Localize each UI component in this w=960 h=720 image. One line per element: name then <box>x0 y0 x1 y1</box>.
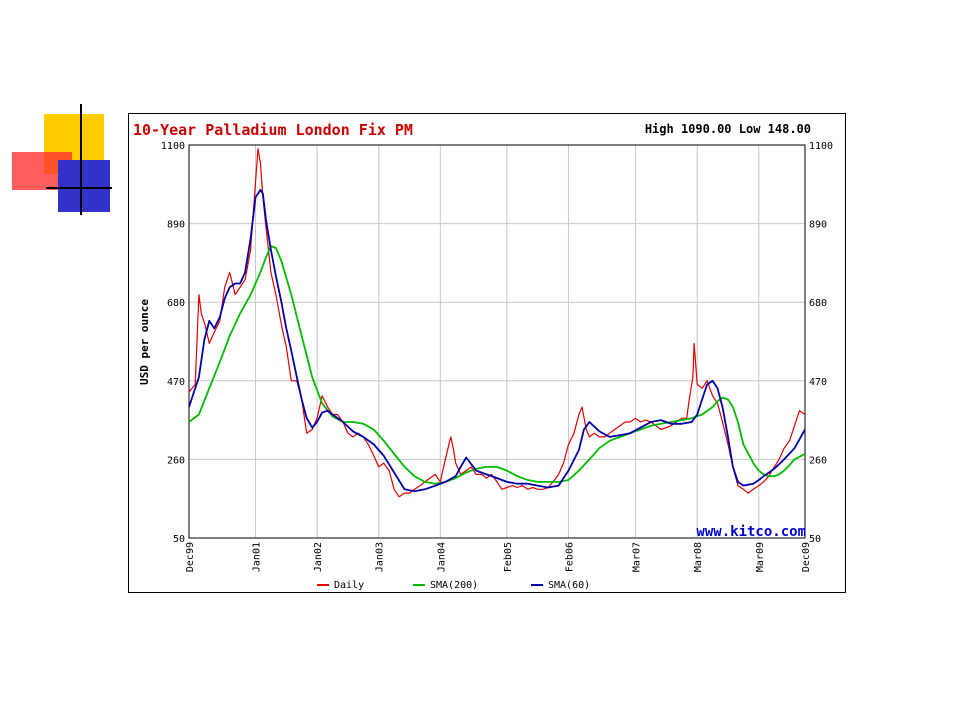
x-tick-label: Dec09 <box>801 542 812 572</box>
palladium-chart: 10-Year Palladium London Fix PM High 109… <box>133 121 833 591</box>
y-tick-label-right: 1100 <box>809 141 833 152</box>
x-tick-label: Feb06 <box>564 542 575 572</box>
deco-blue-square <box>58 160 110 212</box>
y-tick-label-left: 470 <box>167 377 185 388</box>
series-line-sma-200 <box>188 245 806 485</box>
x-tick-label: Mar08 <box>693 542 704 572</box>
legend-label: SMA(200) <box>430 580 478 591</box>
chart-legend: Daily SMA(200) SMA(60) <box>317 580 590 591</box>
kitco-watermark[interactable]: www.kitco.com <box>696 524 806 540</box>
y-tick-label-right: 890 <box>809 220 827 231</box>
series-line-daily <box>188 148 806 498</box>
y-tick-label-left: 680 <box>167 298 185 309</box>
x-tick-label: Jan03 <box>375 542 386 572</box>
y-tick-label-right: 260 <box>809 455 827 466</box>
legend-label: Daily <box>334 580 364 591</box>
x-tick-label: Jan04 <box>436 542 447 572</box>
y-axis-label: USD per ounce <box>138 299 151 385</box>
y-tick-label-right: 50 <box>809 534 821 545</box>
series-line-sma-60 <box>188 189 806 493</box>
x-tick-label: Jan01 <box>252 542 263 572</box>
plot-area-border <box>188 144 806 539</box>
x-tick-label: Mar07 <box>632 542 643 572</box>
y-tick-label-right: 470 <box>809 377 827 388</box>
x-tick-label: Feb05 <box>503 542 514 572</box>
y-tick-label-left: 260 <box>167 455 185 466</box>
high-low-label: High 1090.00 Low 148.00 <box>645 122 811 136</box>
y-tick-label-right: 680 <box>809 298 827 309</box>
y-tick-label-left: 50 <box>173 534 185 545</box>
x-tick-label: Dec99 <box>185 542 196 572</box>
chart-frame: 10-Year Palladium London Fix PM High 109… <box>128 113 846 593</box>
y-tick-label-left: 1100 <box>161 141 185 152</box>
x-tick-label: Jan02 <box>313 542 324 572</box>
y-tick-label-left: 890 <box>167 220 185 231</box>
chart-series <box>188 148 806 498</box>
x-tick-label: Mar09 <box>755 542 766 572</box>
chart-title: 10-Year Palladium London Fix PM <box>133 121 413 139</box>
legend-label: SMA(60) <box>548 580 590 591</box>
slide-decoration <box>12 104 112 215</box>
